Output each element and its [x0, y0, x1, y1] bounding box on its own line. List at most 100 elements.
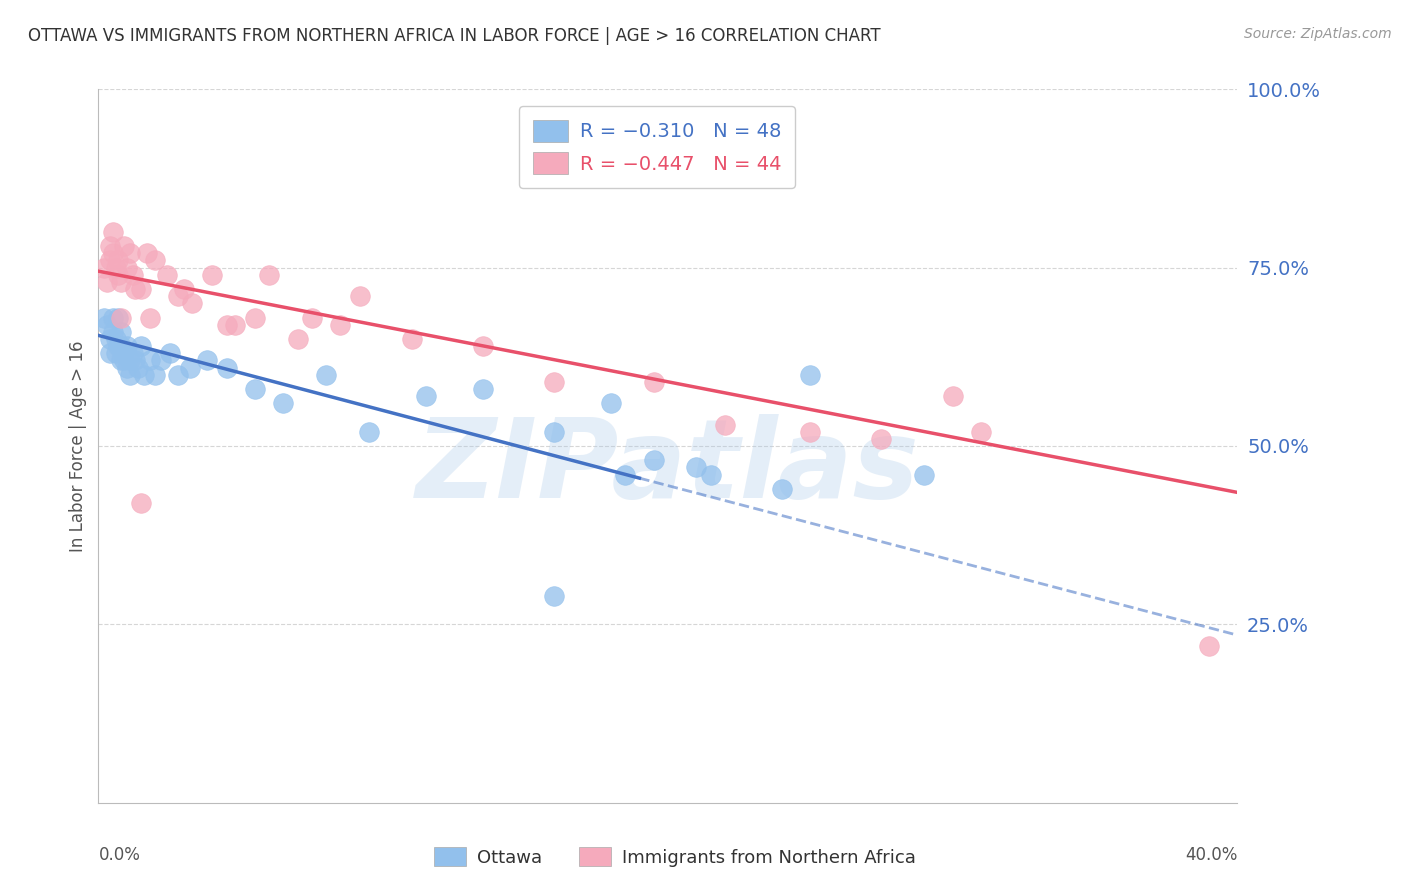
Text: Source: ZipAtlas.com: Source: ZipAtlas.com: [1244, 27, 1392, 41]
Point: [799, 368, 821, 382]
Point: [110, 353, 132, 368]
Y-axis label: In Labor Force | Age > 16: In Labor Force | Age > 16: [69, 340, 87, 552]
Point: [243, 382, 266, 396]
Point: [145, 253, 167, 268]
Point: [259, 268, 281, 282]
Point: [115, 339, 138, 353]
Point: [912, 467, 935, 482]
Text: 0.0%: 0.0%: [98, 846, 141, 863]
Point: [96, 275, 118, 289]
Point: [121, 346, 143, 360]
Point: [124, 353, 146, 368]
Text: ZIPatlas: ZIPatlas: [416, 414, 920, 521]
Point: [107, 253, 129, 268]
Point: [156, 268, 179, 282]
Point: [112, 353, 135, 368]
Point: [167, 289, 190, 303]
Point: [699, 467, 721, 482]
Point: [138, 310, 160, 325]
Point: [970, 425, 993, 439]
Point: [98, 346, 121, 360]
Legend: Ottawa, Immigrants from Northern Africa: Ottawa, Immigrants from Northern Africa: [427, 840, 922, 874]
Point: [167, 368, 190, 382]
Point: [179, 360, 201, 375]
Point: [215, 360, 238, 375]
Point: [150, 353, 173, 368]
Text: OTTAWA VS IMMIGRANTS FROM NORTHERN AFRICA IN LABOR FORCE | AGE > 16 CORRELATION : OTTAWA VS IMMIGRANTS FROM NORTHERN AFRIC…: [28, 27, 880, 45]
Point: [643, 375, 665, 389]
Point: [357, 425, 380, 439]
Point: [124, 282, 146, 296]
Text: 40.0%: 40.0%: [1185, 846, 1237, 863]
Point: [315, 368, 337, 382]
Point: [685, 460, 707, 475]
Point: [104, 260, 127, 275]
Point: [101, 246, 124, 260]
Point: [115, 360, 138, 375]
Point: [799, 425, 821, 439]
Point: [401, 332, 423, 346]
Point: [98, 253, 121, 268]
Point: [643, 453, 665, 467]
Point: [173, 282, 195, 296]
Point: [93, 260, 115, 275]
Point: [112, 239, 135, 253]
Point: [215, 318, 238, 332]
Point: [543, 589, 565, 603]
Point: [118, 368, 141, 382]
Point: [329, 318, 352, 332]
Point: [101, 325, 124, 339]
Point: [614, 467, 637, 482]
Point: [135, 246, 157, 260]
Point: [1198, 639, 1220, 653]
Point: [159, 346, 181, 360]
Point: [224, 318, 246, 332]
Point: [181, 296, 204, 310]
Point: [127, 360, 149, 375]
Point: [287, 332, 309, 346]
Point: [145, 368, 167, 382]
Legend: R = −0.310   N = 48, R = −0.447   N = 44: R = −0.310 N = 48, R = −0.447 N = 44: [519, 106, 794, 188]
Point: [129, 496, 152, 510]
Point: [301, 310, 323, 325]
Point: [543, 375, 565, 389]
Point: [96, 318, 118, 332]
Point: [273, 396, 295, 410]
Point: [195, 353, 218, 368]
Point: [98, 239, 121, 253]
Point: [138, 353, 160, 368]
Point: [600, 396, 623, 410]
Point: [349, 289, 371, 303]
Point: [107, 268, 129, 282]
Point: [104, 346, 127, 360]
Point: [107, 339, 129, 353]
Point: [129, 339, 152, 353]
Point: [471, 339, 494, 353]
Point: [132, 368, 155, 382]
Point: [118, 246, 141, 260]
Point: [98, 332, 121, 346]
Point: [770, 482, 793, 496]
Point: [243, 310, 266, 325]
Point: [118, 353, 141, 368]
Point: [415, 389, 437, 403]
Point: [870, 432, 893, 446]
Point: [93, 310, 115, 325]
Point: [115, 260, 138, 275]
Point: [942, 389, 965, 403]
Point: [101, 310, 124, 325]
Point: [104, 332, 127, 346]
Point: [112, 346, 135, 360]
Point: [543, 425, 565, 439]
Point: [110, 325, 132, 339]
Point: [129, 282, 152, 296]
Point: [110, 275, 132, 289]
Point: [201, 268, 224, 282]
Point: [121, 268, 143, 282]
Point: [110, 310, 132, 325]
Point: [110, 339, 132, 353]
Point: [714, 417, 737, 432]
Point: [471, 382, 494, 396]
Point: [101, 225, 124, 239]
Point: [107, 310, 129, 325]
